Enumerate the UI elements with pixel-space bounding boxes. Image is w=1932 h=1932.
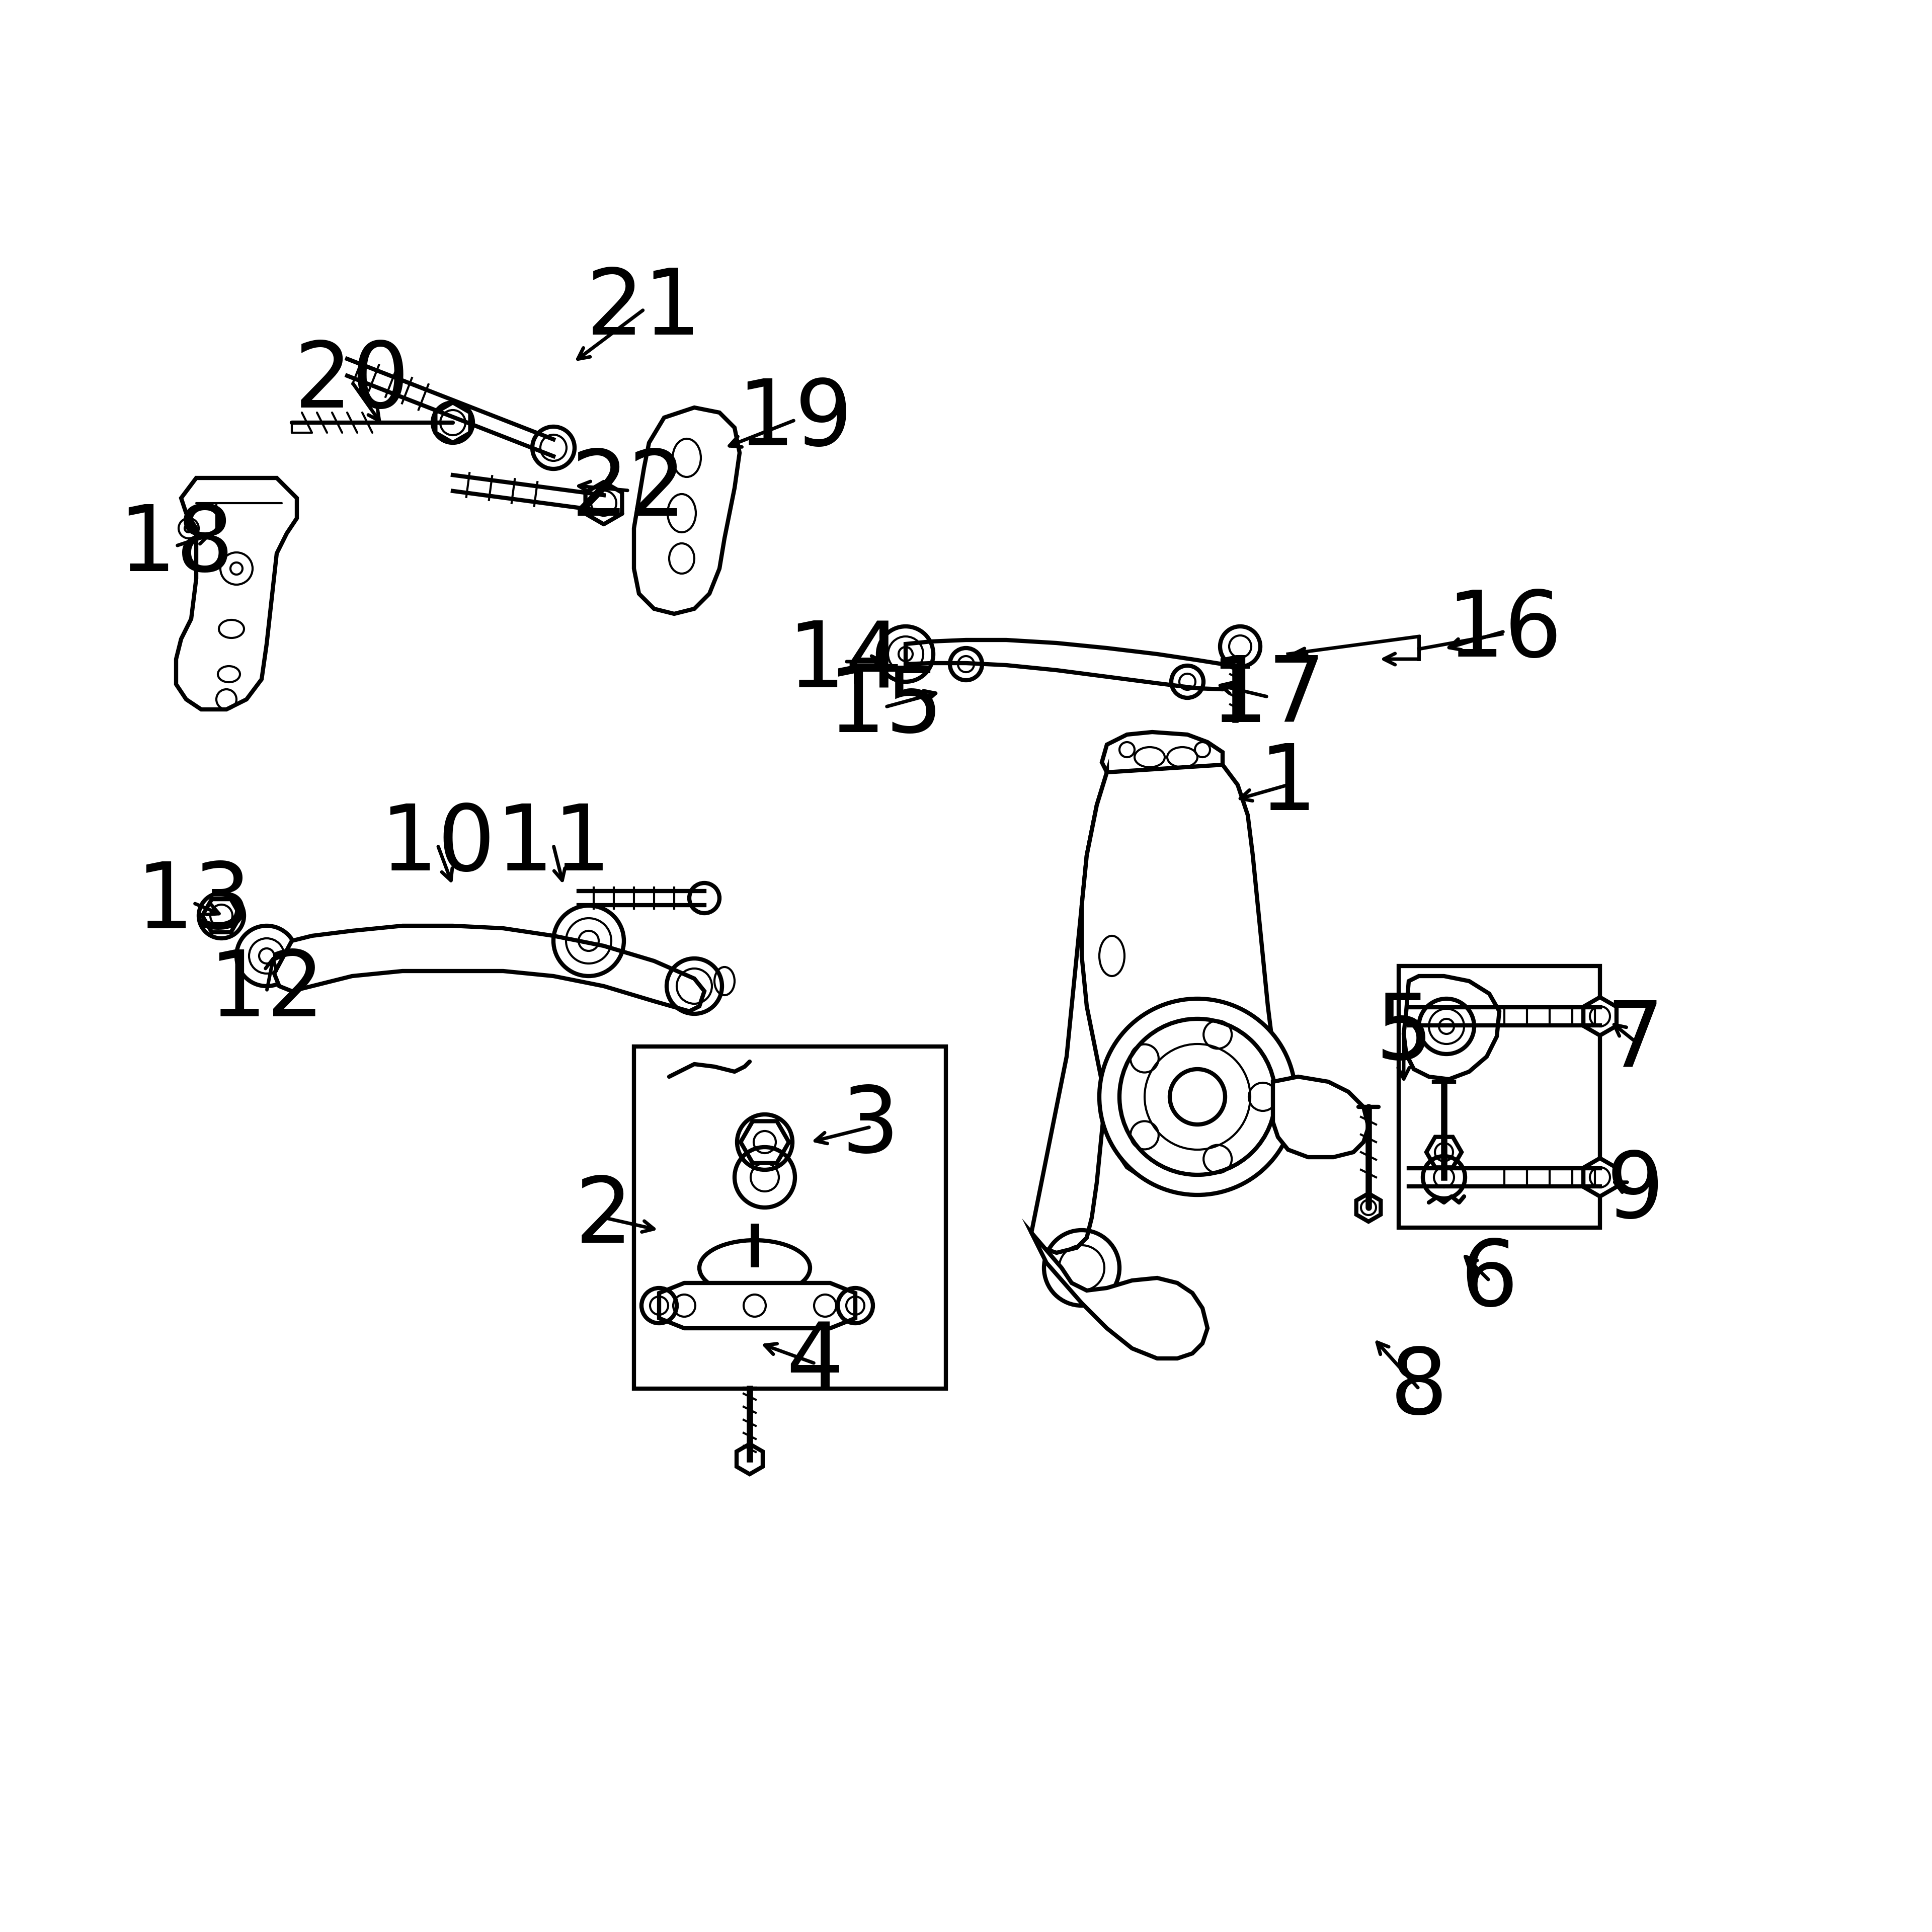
Polygon shape: [274, 925, 705, 1010]
Polygon shape: [634, 408, 740, 614]
Text: 15: 15: [827, 663, 943, 752]
Text: 18: 18: [118, 502, 234, 589]
Polygon shape: [906, 639, 1238, 690]
Text: 5: 5: [1376, 989, 1434, 1078]
Text: 8: 8: [1389, 1345, 1447, 1434]
Text: 11: 11: [497, 802, 611, 889]
Bar: [634, 1047, 947, 1389]
Text: 4: 4: [786, 1320, 844, 1408]
Polygon shape: [736, 1443, 763, 1474]
Text: 21: 21: [585, 265, 701, 354]
Text: 12: 12: [209, 947, 325, 1036]
Bar: [1399, 966, 1600, 1227]
Polygon shape: [1101, 732, 1223, 784]
Circle shape: [1099, 999, 1296, 1194]
Polygon shape: [659, 1283, 856, 1329]
Text: 9: 9: [1605, 1148, 1663, 1236]
Text: 13: 13: [135, 860, 251, 947]
Text: 20: 20: [294, 338, 410, 427]
Polygon shape: [1356, 1194, 1381, 1221]
Polygon shape: [1032, 1233, 1208, 1358]
Polygon shape: [1426, 1136, 1463, 1167]
Polygon shape: [1082, 765, 1277, 1182]
Text: 1: 1: [1260, 740, 1318, 829]
Polygon shape: [1584, 1157, 1617, 1196]
Circle shape: [1169, 1068, 1225, 1124]
Text: 19: 19: [738, 377, 852, 464]
Polygon shape: [1584, 997, 1617, 1036]
Text: 6: 6: [1461, 1236, 1519, 1325]
Text: 2: 2: [576, 1173, 632, 1262]
Text: 10: 10: [381, 802, 495, 889]
Text: 17: 17: [1209, 653, 1325, 742]
Polygon shape: [176, 477, 298, 709]
Polygon shape: [1273, 1076, 1368, 1157]
Text: 3: 3: [842, 1082, 898, 1171]
Text: 22: 22: [572, 446, 686, 535]
Polygon shape: [1405, 976, 1499, 1080]
Polygon shape: [1032, 773, 1122, 1252]
Text: 16: 16: [1447, 587, 1563, 676]
Text: 14: 14: [788, 618, 902, 705]
Text: 7: 7: [1605, 997, 1663, 1086]
